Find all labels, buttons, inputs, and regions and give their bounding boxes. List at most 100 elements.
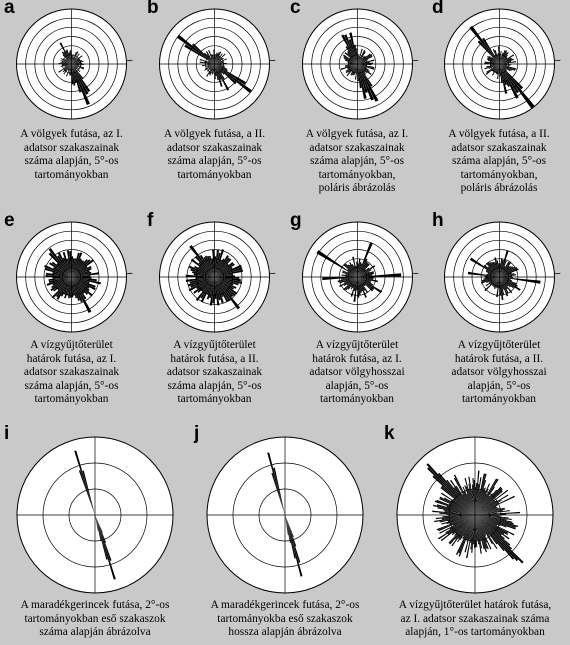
rose-wedge xyxy=(357,258,368,277)
rose-wedge xyxy=(57,277,72,290)
rose-wedge xyxy=(486,64,500,68)
rose-wedge xyxy=(71,64,77,70)
rose-wedge xyxy=(343,56,358,64)
rose-wedge xyxy=(95,515,108,560)
rose-wedge xyxy=(357,59,375,64)
rose-wedge xyxy=(208,64,215,75)
panel-letter: f xyxy=(147,210,154,231)
rose-wedge xyxy=(58,62,72,64)
rose-wedge xyxy=(214,258,225,277)
rose-wedge xyxy=(201,64,215,67)
rose-wedge xyxy=(71,277,87,300)
rose-wedges xyxy=(469,25,535,109)
rose-wedge xyxy=(51,261,72,277)
rose-wedge xyxy=(189,277,215,284)
rose-wedge xyxy=(451,515,475,536)
rose-wedge xyxy=(466,493,475,515)
rose-wedges xyxy=(58,42,91,105)
rose-wedge xyxy=(62,257,72,277)
rose-wedge xyxy=(345,276,358,277)
rose-wedge xyxy=(357,277,375,279)
rose-wedge xyxy=(212,277,215,304)
rose-wedge xyxy=(273,467,285,515)
rose-wedge xyxy=(427,467,475,515)
rose-wedge xyxy=(339,277,358,284)
rose-wedge xyxy=(214,56,220,64)
rose-wedge xyxy=(357,277,374,286)
rose-wedge xyxy=(63,64,72,68)
rose-wedge xyxy=(496,54,500,64)
rose-wedge xyxy=(486,262,500,277)
rose-wedge xyxy=(357,277,378,283)
rose-wedge xyxy=(492,261,500,277)
rose-wedge xyxy=(450,479,475,515)
rose-wedge xyxy=(70,64,72,75)
rose-wedge xyxy=(357,265,376,277)
rose-wedge xyxy=(499,277,517,285)
rose-wedge xyxy=(214,53,226,64)
rose-wedge xyxy=(354,44,358,64)
rose-wedge xyxy=(499,53,501,64)
rose-wedge xyxy=(475,515,514,525)
rose-wedge xyxy=(357,263,359,277)
rose-wedge xyxy=(499,56,502,64)
rose-wedge xyxy=(442,515,475,518)
rose-wedge xyxy=(71,60,83,64)
rose-wedges xyxy=(467,250,541,300)
rose-wedge xyxy=(48,247,72,277)
rose-wedge xyxy=(357,277,365,287)
rose-wedge xyxy=(205,51,215,64)
rose-wedge xyxy=(95,515,102,542)
rose-wedge xyxy=(190,277,215,288)
rose-wedge xyxy=(475,490,481,515)
rose-wedge xyxy=(267,452,285,515)
rose-wedges xyxy=(316,242,402,302)
panel-caption-b: A völgyek futása, a II. adatsor szakasza… xyxy=(163,128,266,181)
rose-wedge xyxy=(448,503,475,515)
rose-wedge xyxy=(499,277,521,291)
rose-wedge xyxy=(214,277,234,286)
rose-wedge xyxy=(185,274,215,277)
rose-wedge xyxy=(357,271,370,277)
rose-wedge xyxy=(499,64,507,86)
rose-wedge xyxy=(443,509,475,515)
rose-wedge xyxy=(497,46,500,64)
rose-wedge xyxy=(475,515,519,562)
rose-wedge xyxy=(176,34,215,64)
rose-wedge xyxy=(285,515,296,559)
rose-wedge xyxy=(204,255,215,277)
panel-caption-k: A vízgyűjtőterület határok futása, az I.… xyxy=(398,599,552,639)
rose-wedge xyxy=(95,515,112,561)
panel-caption-a: A völgyek futása, az I. adatsor szakasza… xyxy=(20,128,123,181)
rose-wedge xyxy=(213,64,215,73)
rose-wedge xyxy=(214,258,232,277)
rose-wedge xyxy=(499,64,513,71)
rose-wedge xyxy=(464,478,475,515)
rose-wedge xyxy=(357,53,371,64)
rose-wedge xyxy=(71,64,81,73)
rose-wedge xyxy=(214,58,228,64)
rose-panel-g: g A vízgyűjtőterület határok futása, az … xyxy=(286,211,428,423)
rose-wedge xyxy=(499,64,507,70)
rose-wedge xyxy=(498,64,500,73)
rose-wedge xyxy=(437,507,475,515)
rose-wedge xyxy=(71,252,83,277)
panel-caption-d: A völgyek futása, a II. adatsor szakasza… xyxy=(448,128,550,195)
rose-wedge xyxy=(214,249,220,277)
rose-wedge xyxy=(196,277,215,290)
rose-wedge xyxy=(71,277,78,299)
rose-wedge xyxy=(343,264,358,277)
rose-wedge xyxy=(495,64,500,73)
rose-wedge xyxy=(484,61,500,64)
rose-wedge xyxy=(466,515,475,542)
rose-wedge xyxy=(473,479,475,515)
rose-wedge xyxy=(357,57,363,64)
rose-wedge xyxy=(213,49,215,64)
rose-wedge xyxy=(488,64,500,69)
rose-wedge xyxy=(357,64,375,70)
rose-wedge xyxy=(499,275,513,277)
rose-wedge xyxy=(71,267,92,277)
rose-wedge xyxy=(475,486,502,515)
rose-wedge xyxy=(82,470,95,515)
rose-wedge xyxy=(350,277,358,290)
